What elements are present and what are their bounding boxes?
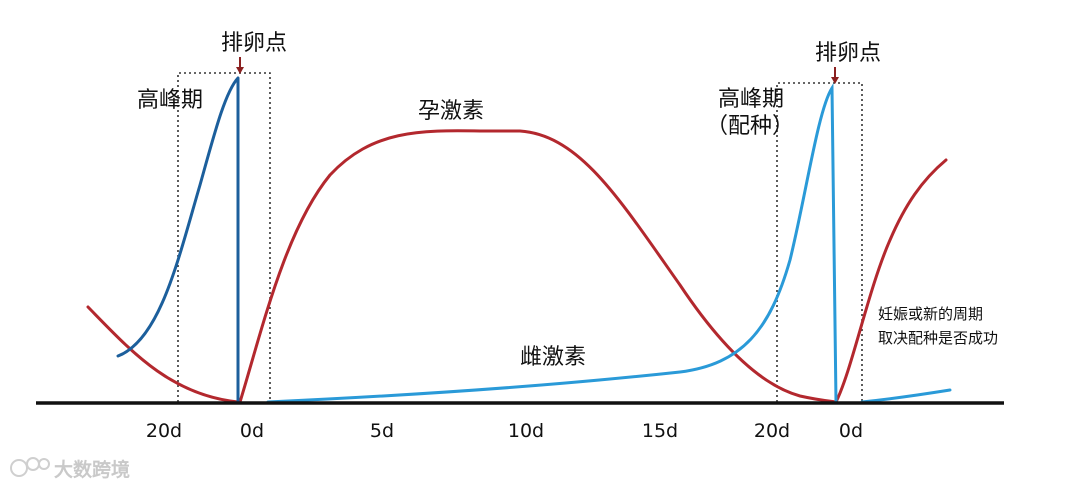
watermark: 大数跨境 bbox=[10, 457, 130, 481]
estrogen-curve-end bbox=[860, 388, 952, 404]
peak-box-right bbox=[776, 82, 863, 402]
ovulation-label-left: 排卵点 bbox=[221, 31, 287, 56]
watermark-text: 大数跨境 bbox=[54, 458, 130, 481]
estrogen-curve-first-peak bbox=[116, 76, 240, 404]
watermark-logo-icon bbox=[10, 457, 50, 477]
peak-box-left bbox=[177, 72, 271, 402]
outcome-note-line2: 取决配种是否成功 bbox=[878, 329, 998, 347]
tick-label: 20d bbox=[146, 420, 182, 442]
outcome-note-line1: 妊娠或新的周期 bbox=[878, 305, 983, 323]
tick-label: 0d bbox=[240, 420, 264, 442]
peak-label-left: 高峰期 bbox=[137, 88, 203, 113]
progesterone-curve-main bbox=[238, 129, 838, 404]
progesterone-label: 孕激素 bbox=[418, 99, 484, 124]
ovulation-label-right: 排卵点 bbox=[815, 41, 881, 66]
progesterone-curve-start bbox=[86, 305, 240, 404]
progesterone-curve-end bbox=[834, 158, 948, 404]
ovulation-arrow-right bbox=[831, 67, 839, 84]
tick-label: 10d bbox=[508, 420, 544, 442]
peak-label-right-mating: （配种） bbox=[706, 114, 794, 139]
ovulation-arrow-left bbox=[236, 57, 244, 74]
tick-label: 20d bbox=[754, 420, 790, 442]
tick-label: 0d bbox=[839, 420, 863, 442]
tick-labels: 20d 0d 5d 10d 15d 20d 0d bbox=[146, 420, 863, 442]
peak-label-right: 高峰期 bbox=[718, 87, 784, 112]
tick-label: 15d bbox=[642, 420, 678, 442]
estrogen-label: 雌激素 bbox=[520, 345, 586, 370]
estrogen-curve-baseline bbox=[266, 82, 838, 404]
tick-label: 5d bbox=[370, 420, 394, 442]
